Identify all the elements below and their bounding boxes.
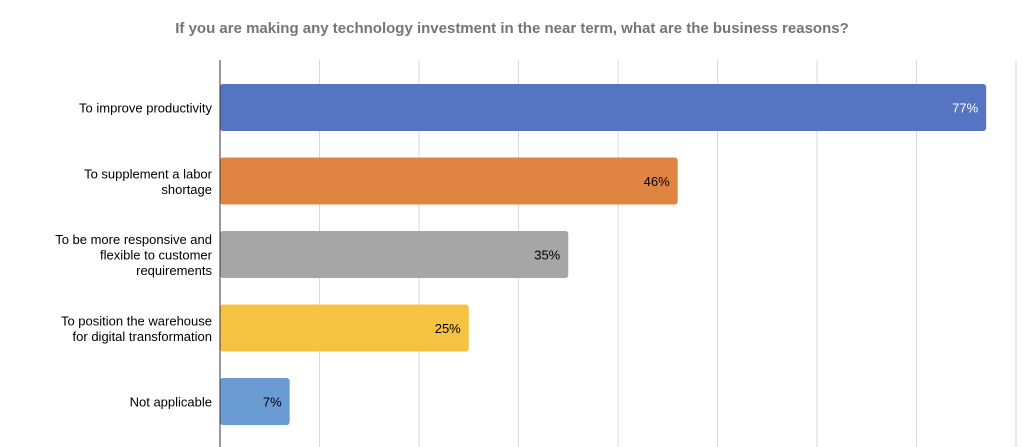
category-label-line: To be more responsive and (55, 232, 212, 247)
category-label: To supplement a labor shortage (84, 166, 213, 197)
category-labels: To improve productivity To supplement a l… (55, 101, 212, 410)
category-label: To be more responsive and flexible to cus… (55, 232, 212, 278)
bar (220, 157, 678, 205)
category-label-line: shortage (161, 182, 212, 197)
data-label: 77% (952, 101, 978, 116)
chart-title: If you are making any technology investm… (175, 20, 849, 37)
category-label-line: flexible to customer (100, 248, 213, 263)
category-label-line: for digital transformation (73, 329, 212, 344)
bar (220, 378, 290, 425)
category-label-line: To position the warehouse (61, 313, 212, 328)
category-label-line: Not applicable (130, 395, 212, 410)
data-label: 7% (263, 395, 282, 410)
data-label: 35% (534, 248, 560, 263)
bar (220, 231, 569, 278)
category-label-line: requirements (136, 263, 212, 278)
data-label: 25% (435, 321, 461, 336)
data-label: 46% (644, 174, 670, 189)
bar (220, 84, 987, 131)
category-label: To position the warehouse for digital tra… (61, 313, 212, 344)
bars (220, 84, 987, 425)
value-labels: 77% 46% 35% 25% 7% (263, 101, 979, 410)
bar (220, 304, 469, 352)
category-label: Not applicable (130, 395, 212, 410)
category-label-line: To improve productivity (79, 101, 212, 116)
category-label-line: To supplement a labor (84, 166, 213, 181)
category-label: To improve productivity (79, 101, 212, 116)
